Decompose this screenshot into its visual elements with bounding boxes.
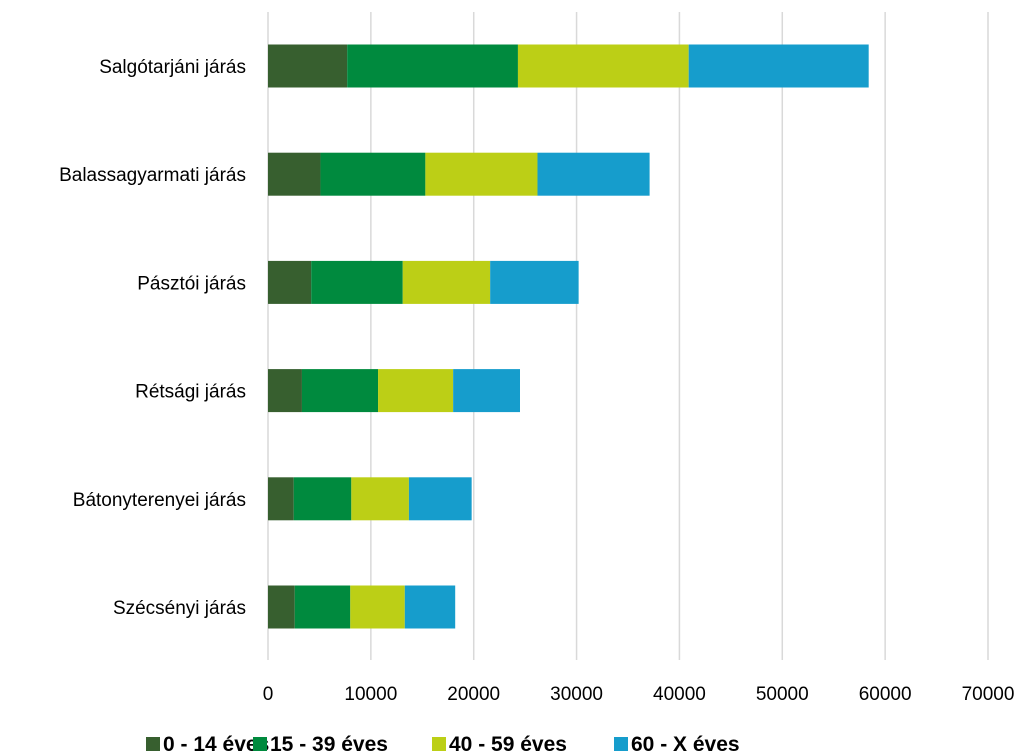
bar-segment [402,260,491,304]
x-tick-label: 60000 [859,684,912,705]
bar-segment [311,260,403,304]
legend-label: 15 - 39 éves [270,733,388,756]
x-tick-label: 40000 [653,684,706,705]
bar-segment [537,152,650,196]
legend-label: 40 - 59 éves [449,733,567,756]
bar-segment [378,369,454,413]
bar-segment [301,369,379,413]
bar-segment [320,152,426,196]
bar-segment [347,44,518,88]
bar-segment [517,44,689,88]
category-label: Balassagyarmati járás [59,165,246,186]
x-tick-label: 20000 [447,684,500,705]
legend-swatch [432,737,446,751]
x-tick-label: 10000 [344,684,397,705]
legend-swatch [253,737,267,751]
bar-segment [268,260,312,304]
bar-segment [268,477,294,521]
legend-swatch [146,737,160,751]
x-tick-label: 50000 [756,684,809,705]
legend-label: 60 - X éves [631,733,740,756]
bar-segment [404,585,456,629]
bar-segment [294,585,351,629]
category-label: Bátonyterenyei járás [73,490,246,511]
x-tick-label: 0 [263,684,274,705]
bar-segment [408,477,472,521]
bar-segment [425,152,538,196]
bar-segment [293,477,352,521]
bar-segment [268,369,302,413]
category-label: Salgótarjáni járás [99,57,246,78]
bar-segment [268,585,295,629]
x-axis-tick-labels: 0 10000 20000 30000 40000 50000 60000 70000 [263,684,1015,705]
category-labels: Salgótarjáni járás Balassagyarmati járás P… [59,57,246,619]
category-label: Szécsényi járás [113,598,246,619]
gridlines [267,12,989,660]
x-tick-label: 70000 [962,684,1015,705]
legend: 0 - 14 éves 15 - 39 éves 40 - 59 éves 60 - … [146,733,740,756]
bar-segment [490,260,579,304]
bar-segment [688,44,869,88]
bar-segment [350,585,405,629]
legend-swatch [614,737,628,751]
bar-segment [268,152,321,196]
legend-label: 0 - 14 éves [163,733,269,756]
category-label: Pásztói járás [137,273,246,294]
bar-segment [351,477,409,521]
x-tick-label: 30000 [550,684,603,705]
bar-segment [453,369,520,413]
bar-segment [268,44,348,88]
category-label: Rétsági járás [135,382,246,403]
bar-marks [268,44,869,629]
